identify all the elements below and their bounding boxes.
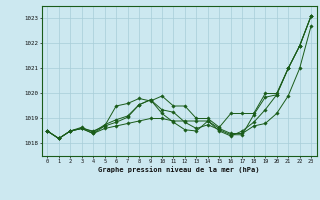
X-axis label: Graphe pression niveau de la mer (hPa): Graphe pression niveau de la mer (hPa) <box>99 166 260 173</box>
